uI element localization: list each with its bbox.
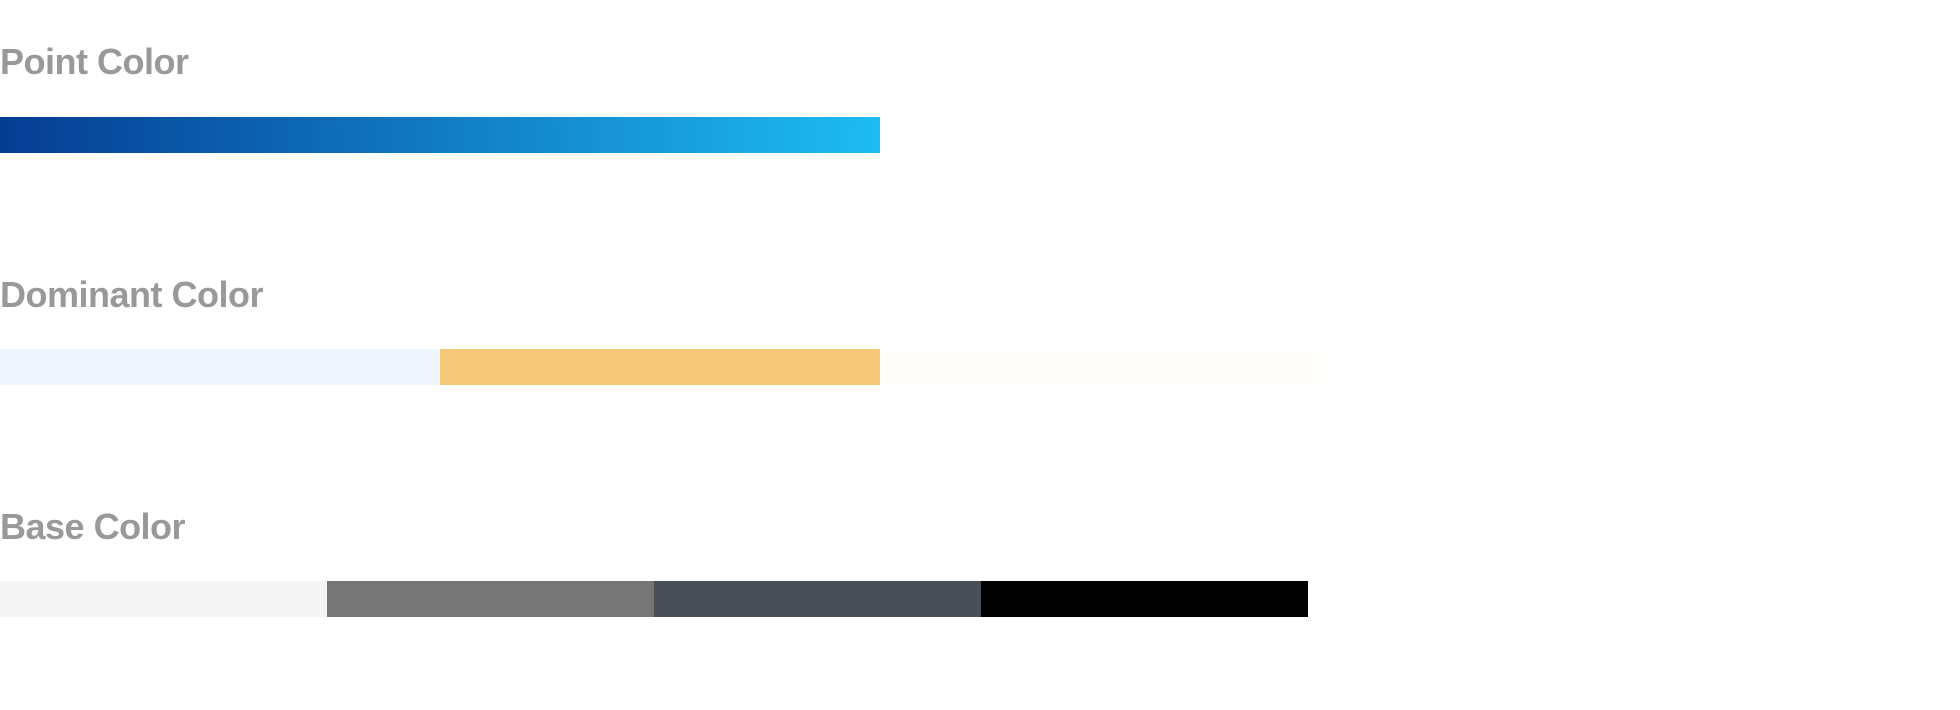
base-color-palette [0,581,1308,617]
dominant-color-section: Dominant Color [0,275,263,315]
dominant-color-swatch-1 [0,349,440,385]
dominant-color-swatch-3 [880,349,1320,385]
base-color-swatch-4 [981,581,1308,617]
point-color-title: Point Color [0,41,189,82]
dominant-color-swatch-2 [440,349,880,385]
point-color-gradient-swatch [0,117,880,153]
base-color-swatch-2 [327,581,654,617]
point-color-section: Point Color [0,41,189,82]
base-color-swatch-3 [654,581,981,617]
base-color-swatch-1 [0,581,327,617]
base-color-section: Base Color [0,506,186,547]
dominant-color-palette [0,349,1320,385]
dominant-color-title: Dominant Color [0,274,263,315]
point-color-palette [0,117,880,153]
base-color-title: Base Color [0,506,186,547]
